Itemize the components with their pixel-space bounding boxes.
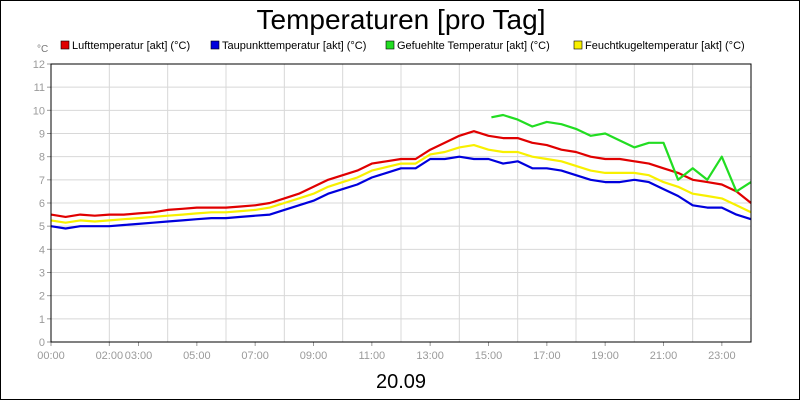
- legend-swatch: [60, 40, 70, 50]
- y-tick-label: 12: [33, 59, 45, 71]
- date-label: 20.09: [376, 371, 426, 393]
- x-tick-label: 23:00: [708, 350, 736, 362]
- y-tick-label: 5: [39, 221, 45, 233]
- x-tick-label: 15:00: [475, 350, 503, 362]
- y-tick-label: 3: [39, 268, 45, 280]
- x-axis-ticks: 00:00 02:00 03:00 05:00 07:00 09:00 11:00 13:00…: [37, 342, 736, 362]
- x-tick-label: 00:00: [37, 350, 65, 362]
- x-tick-label: 11:00: [358, 350, 385, 362]
- legend-item: Gefuehlte Temperatur [akt] (°C): [385, 40, 550, 52]
- y-tick-label: 10: [33, 105, 45, 117]
- y-tick-label: 7: [39, 175, 45, 187]
- series-line-1: [50, 155, 752, 230]
- legend: Lufttemperatur [akt] (°C) Taupunkttempera…: [60, 40, 745, 52]
- x-tick-label: 21:00: [650, 350, 678, 362]
- grid: [51, 63, 751, 343]
- x-tick-label: 05:00: [183, 350, 211, 362]
- legend-item: Lufttemperatur [akt] (°C): [60, 40, 190, 52]
- x-tick-label: 02:00: [96, 350, 124, 362]
- chart-title: Temperaturen [pro Tag]: [257, 4, 546, 35]
- plot-area-border: [50, 63, 752, 343]
- series-layer: [50, 113, 752, 230]
- x-tick-label: 13:00: [416, 350, 444, 362]
- y-axis-unit: °C: [37, 44, 48, 55]
- legend-label: Lufttemperatur [akt] (°C): [72, 40, 190, 52]
- legend-label: Feuchtkugeltemperatur [akt] (°C): [585, 40, 745, 52]
- y-tick-label: 11: [34, 82, 45, 94]
- y-tick-label: 2: [39, 291, 45, 303]
- legend-label: Taupunkttemperatur [akt] (°C): [222, 40, 366, 52]
- y-tick-label: 9: [39, 129, 45, 141]
- legend-label: Gefuehlte Temperatur [akt] (°C): [397, 40, 550, 52]
- y-tick-label: 0: [39, 337, 45, 349]
- x-tick-label: 03:00: [125, 350, 153, 362]
- series-line-2: [491, 113, 752, 193]
- y-tick-label: 1: [39, 314, 45, 326]
- y-tick-label: 6: [39, 198, 45, 210]
- x-tick-label: 17:00: [533, 350, 561, 362]
- y-tick-label: 4: [39, 244, 45, 256]
- x-tick-label: 19:00: [591, 350, 619, 362]
- series-line-3: [50, 144, 752, 224]
- series-line-0: [50, 130, 752, 218]
- legend-swatch: [210, 40, 220, 50]
- legend-item: Feuchtkugeltemperatur [akt] (°C): [573, 40, 745, 52]
- legend-item: Taupunkttemperatur [akt] (°C): [210, 40, 366, 52]
- y-tick-label: 8: [39, 152, 45, 164]
- x-tick-label: 07:00: [241, 350, 269, 362]
- legend-swatch: [573, 40, 583, 50]
- x-tick-label: 09:00: [300, 350, 328, 362]
- legend-swatch: [385, 40, 395, 50]
